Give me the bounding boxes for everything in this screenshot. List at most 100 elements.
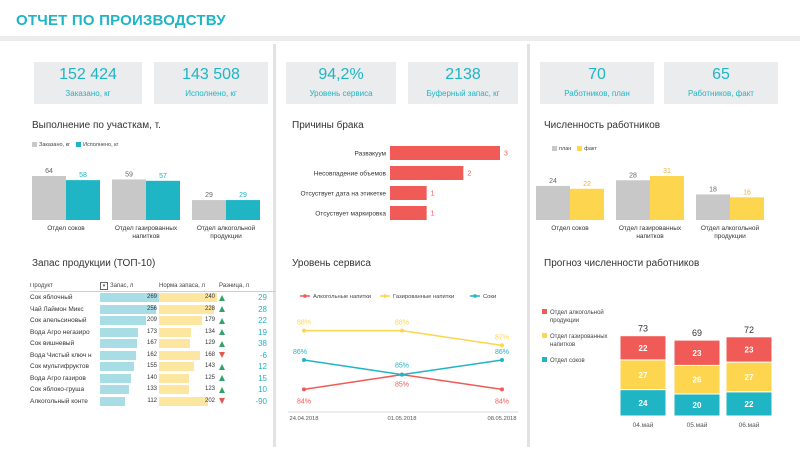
trend-up-icon bbox=[219, 329, 225, 336]
stock-table: Продукт ▾ Запас, л Норма запаса, л Разниц… bbox=[30, 280, 278, 407]
legend-ordered: Заказано, кг bbox=[32, 142, 70, 148]
bar-label: 24 bbox=[549, 178, 557, 185]
point-label: 87% bbox=[495, 334, 509, 341]
diff-value: 12 bbox=[258, 362, 267, 372]
defect-value: 3 bbox=[504, 151, 508, 158]
legend-marker bbox=[383, 294, 387, 298]
segment-label: 22 bbox=[745, 400, 754, 409]
norm-cell: 168 bbox=[159, 350, 217, 360]
trend-up-icon bbox=[219, 294, 225, 301]
staff-panel: 70 Работников, план 65 Работников, факт … bbox=[530, 44, 784, 447]
legend-marker bbox=[303, 294, 307, 298]
defects-chart: Развакуум 3 Несовпадение объемов 2 Отсуствуе… bbox=[301, 146, 508, 220]
series-line bbox=[304, 329, 503, 347]
diff-value: 29 bbox=[258, 293, 267, 303]
kpi-service-level-value: 94,2% bbox=[318, 66, 364, 83]
col-diff: Разница, л bbox=[219, 282, 250, 289]
kpi-service-level-label: Уровень сервиса bbox=[309, 89, 373, 98]
bar-label: 22 bbox=[583, 181, 591, 188]
segment-label: 23 bbox=[693, 349, 702, 358]
segment-label: 27 bbox=[639, 371, 648, 380]
point-label: 85% bbox=[395, 382, 409, 389]
x-tick-label: 08.05.2018 bbox=[487, 416, 516, 422]
quality-panel: 94,2% Уровень сервиса 2138 Буферный запа… bbox=[276, 44, 530, 447]
norm-cell: 240 bbox=[159, 293, 217, 303]
production-panel: 152 424 Заказано, кг 143 508 Исполнено, … bbox=[20, 44, 278, 447]
category-label: Отдел алкогольной продукции bbox=[701, 224, 760, 240]
total-label: 73 bbox=[638, 324, 648, 334]
stock-value: 167 bbox=[146, 340, 157, 347]
stock-bar bbox=[100, 327, 138, 337]
stack-segment bbox=[673, 339, 721, 366]
norm-cell: 123 bbox=[159, 385, 217, 395]
bar-label: 18 bbox=[709, 186, 717, 193]
diff-value: 10 bbox=[258, 385, 267, 395]
stock-bar bbox=[100, 385, 130, 395]
trend-up-icon bbox=[219, 317, 225, 324]
total-label: 72 bbox=[744, 325, 754, 335]
diff-value: 28 bbox=[258, 304, 267, 314]
legend-marker bbox=[473, 294, 477, 298]
trend-down-icon bbox=[219, 398, 225, 405]
stock-bar bbox=[100, 293, 159, 303]
bar-label: 58 bbox=[79, 172, 87, 179]
execution-legend: Заказано, кг Исполнено, кг bbox=[32, 142, 119, 148]
x-tick-label: 04.май bbox=[633, 421, 654, 428]
bar-chart-execution-1-0 bbox=[112, 179, 146, 220]
category-label: Отдел газированных напитков bbox=[619, 225, 682, 240]
series-point bbox=[400, 372, 404, 377]
series-point bbox=[302, 358, 306, 362]
stock-value: 133 bbox=[146, 386, 157, 393]
defect-label: Отсуствует маркировка bbox=[315, 211, 386, 218]
kpi-fulfilled-label: Исполнено, кг bbox=[185, 89, 237, 98]
forecast-title: Прогноз численности работников bbox=[544, 258, 700, 269]
point-label: 88% bbox=[395, 320, 409, 327]
trend-down-icon bbox=[219, 352, 225, 359]
stock-bar bbox=[100, 304, 157, 314]
legend-fact: факт bbox=[577, 146, 597, 152]
point-label: 86% bbox=[495, 349, 509, 356]
filter-icon[interactable]: ▾ bbox=[100, 281, 108, 290]
table-row: Алкогольный конте 112 202 -90 bbox=[30, 396, 278, 408]
defects-title: Причины брака bbox=[292, 120, 364, 131]
kpi-staff-plan-value: 70 bbox=[588, 66, 606, 83]
bar-label: 64 bbox=[45, 168, 53, 175]
norm-bar bbox=[159, 293, 217, 303]
legend-label: Отдел соков bbox=[550, 358, 585, 364]
norm-bar bbox=[159, 385, 189, 395]
stock-title: Запас продукции (ТОП-10) bbox=[32, 258, 156, 269]
diff-cell: 22 bbox=[217, 316, 267, 325]
norm-value: 179 bbox=[204, 317, 215, 324]
diff-value: 38 bbox=[258, 339, 267, 349]
category-label: Отдел соков bbox=[47, 225, 85, 232]
norm-value: 168 bbox=[204, 351, 215, 358]
segment-label: 24 bbox=[639, 399, 648, 408]
legend-ordered-label: Заказано, кг bbox=[39, 142, 71, 148]
legend-swatch bbox=[542, 357, 547, 362]
diff-cell: 12 bbox=[217, 362, 267, 371]
bar-label: 29 bbox=[205, 192, 213, 199]
stack-segment bbox=[725, 336, 773, 363]
bar-chart-execution-2-0 bbox=[192, 200, 226, 220]
norm-value: 129 bbox=[204, 340, 215, 347]
bar-chart-execution-1-1 bbox=[146, 180, 180, 220]
trend-up-icon bbox=[219, 340, 225, 347]
norm-bar bbox=[159, 339, 191, 349]
norm-bar bbox=[159, 350, 200, 360]
diff-cell: 10 bbox=[217, 385, 267, 394]
kpi-staff-fact: 65 Работников, факт bbox=[664, 62, 778, 104]
bar-label: 59 bbox=[125, 171, 133, 178]
bar-chart-headcount-2-0 bbox=[696, 194, 730, 220]
kpi-ordered-value: 152 424 bbox=[59, 66, 117, 83]
col-stock[interactable]: ▾ Запас, л bbox=[100, 281, 159, 290]
title-divider bbox=[0, 36, 800, 41]
norm-bar bbox=[159, 327, 192, 337]
point-label: 84% bbox=[495, 398, 509, 405]
legend-label: Соки bbox=[483, 294, 496, 300]
product-name: Сок мультифруктов bbox=[30, 363, 89, 371]
norm-cell: 143 bbox=[159, 362, 217, 372]
stock-rows: Сок яблочный 269 240 29 Чай Лаймон Микс 256 22… bbox=[30, 292, 278, 407]
norm-bar bbox=[159, 396, 208, 406]
table-row: Сок апельсиновый 209 179 22 bbox=[30, 315, 278, 327]
table-row: Чай Лаймон Микс 256 228 28 bbox=[30, 304, 278, 316]
